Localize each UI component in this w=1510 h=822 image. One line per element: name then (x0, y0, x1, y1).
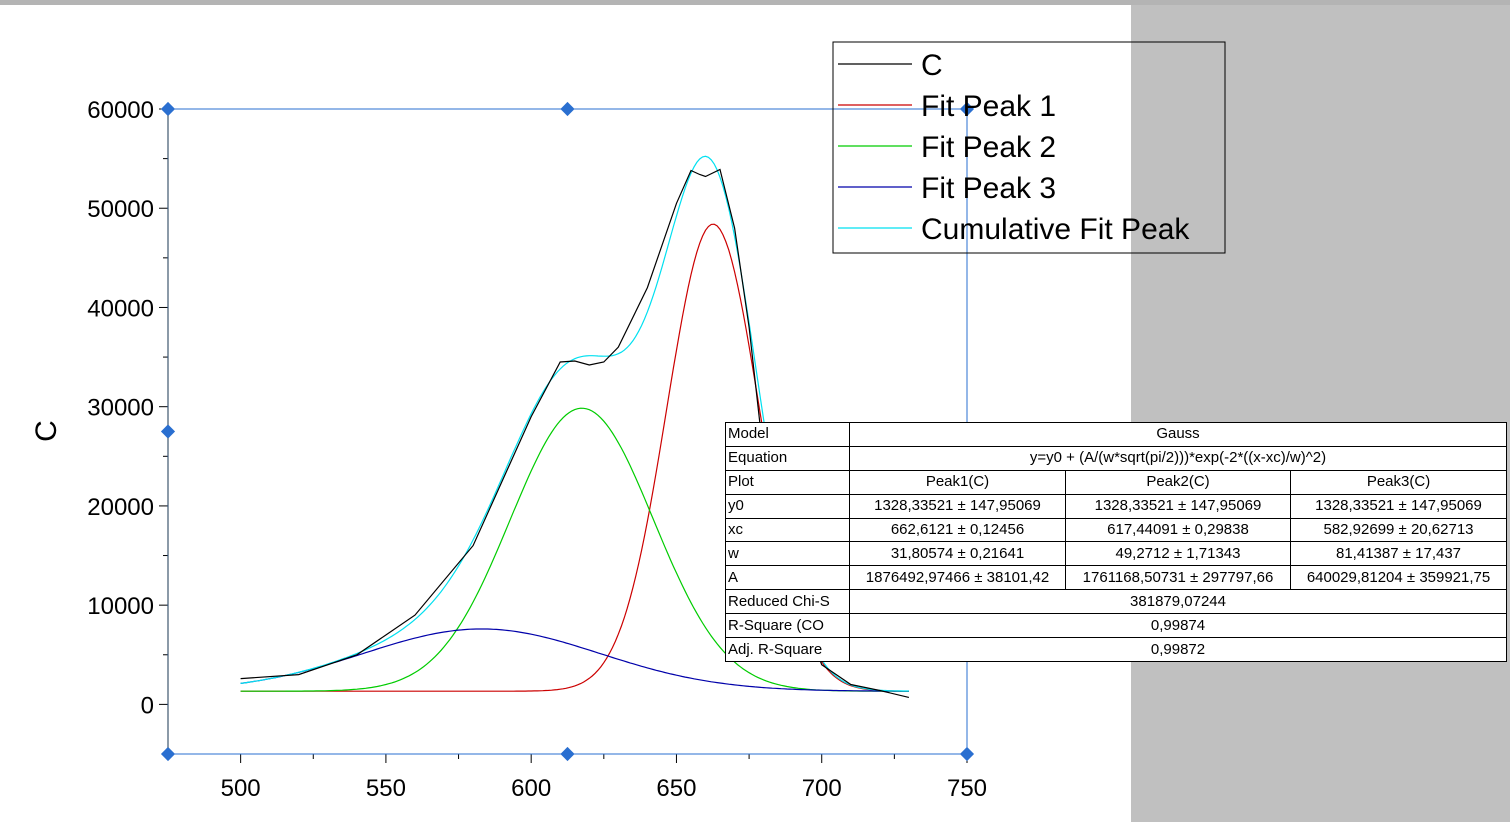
cell-value: Peak2(C) (1065, 469, 1291, 495)
table-row[interactable]: xc 662,6121 ± 0,12456 617,44091 ± 0,29838 5… (725, 517, 1508, 543)
row-label: Plot (725, 469, 850, 495)
cell-value: 1328,33521 ± 147,95069 (1065, 493, 1291, 519)
x-tick-label: 600 (511, 775, 551, 802)
resize-handle[interactable] (560, 101, 575, 117)
row-label: w (725, 541, 850, 567)
cell-value: 1328,33521 ± 147,95069 (1289, 493, 1508, 519)
cell-value: 0,99872 (848, 637, 1508, 662)
legend-label: Fit Peak 1 (921, 90, 1056, 123)
row-label: Adj. R-Square (725, 637, 850, 662)
legend-label: Fit Peak 3 (921, 172, 1056, 205)
resize-handle[interactable] (160, 746, 176, 762)
table-row[interactable]: Model Gauss (725, 422, 1508, 447)
window-top-bar (0, 0, 1510, 5)
y-axis-title: C (30, 420, 63, 442)
table-row[interactable]: A 1876492,97466 ± 38101,42 1761168,50731 ±… (725, 565, 1508, 591)
cell-value: 381879,07244 (848, 589, 1508, 615)
cell-value: 617,44091 ± 0,29838 (1065, 517, 1291, 543)
cell-value: Gauss (848, 422, 1508, 447)
table-row[interactable]: Adj. R-Square 0,99872 (725, 637, 1508, 662)
table-row[interactable]: y0 1328,33521 ± 147,95069 1328,33521 ± 147… (725, 493, 1508, 519)
resize-handle[interactable] (160, 424, 176, 439)
row-label: Reduced Chi-S (725, 589, 850, 615)
x-tick-label: 700 (802, 775, 842, 802)
row-label: Model (725, 422, 850, 447)
y-tick-label: 20000 (87, 494, 154, 521)
table-row[interactable]: R-Square (CO 0,99874 (725, 613, 1508, 639)
cell-value: 1328,33521 ± 147,95069 (849, 493, 1066, 519)
cell-value: Peak1(C) (849, 469, 1066, 495)
cell-value: 81,41387 ± 17,437 (1289, 541, 1508, 567)
gray-background-pane (1131, 5, 1510, 822)
resize-handle[interactable] (160, 101, 176, 117)
resize-handle[interactable] (959, 101, 975, 117)
y-tick-label: 10000 (87, 593, 154, 620)
fit-results-table[interactable]: Model Gauss Equation y=y0 + (A/(w*sqrt(pi/2… (725, 422, 1508, 662)
x-tick-label: 750 (947, 775, 987, 802)
x-tick-label: 650 (656, 775, 696, 802)
table-row[interactable]: Plot Peak1(C) Peak2(C) Peak3(C) (725, 469, 1508, 495)
x-tick-label: 500 (221, 775, 261, 802)
cell-value: 1876492,97466 ± 38101,42 (849, 565, 1066, 591)
y-tick-label: 40000 (87, 295, 154, 322)
legend-label: C (921, 49, 943, 82)
y-tick-label: 30000 (87, 395, 154, 422)
legend-label: Cumulative Fit Peak (921, 213, 1190, 246)
x-tick-label: 550 (366, 775, 406, 802)
cell-value: 582,92699 ± 20,62713 (1289, 517, 1508, 543)
y-tick-label: 60000 (87, 97, 154, 124)
cell-value: 1761168,50731 ± 297797,66 (1065, 565, 1291, 591)
table-row[interactable]: Reduced Chi-S 381879,07244 (725, 589, 1508, 615)
y-tick-label: 0 (141, 692, 154, 719)
row-label: A (725, 565, 850, 591)
cell-value: 662,6121 ± 0,12456 (849, 517, 1066, 543)
row-label: Equation (725, 445, 850, 471)
cell-value: 49,2712 ± 1,71343 (1065, 541, 1291, 567)
series-line-2 (240, 407, 909, 692)
resize-handle[interactable] (959, 746, 975, 762)
row-label: y0 (725, 493, 850, 519)
row-label: R-Square (CO (725, 613, 850, 639)
legend-label: Fit Peak 2 (921, 131, 1056, 164)
legend[interactable]: C Fit Peak 1 Fit Peak 2 Fit Peak 3 Cumulativ… (832, 41, 1226, 254)
cell-value: 640029,81204 ± 359921,75 (1289, 565, 1508, 591)
y-tick-label: 50000 (87, 196, 154, 223)
cell-value: 31,80574 ± 0,21641 (849, 541, 1066, 567)
cell-value: 0,99874 (848, 613, 1508, 639)
table-row[interactable]: w 31,80574 ± 0,21641 49,2712 ± 1,71343 81,4… (725, 541, 1508, 567)
resize-handle[interactable] (560, 746, 575, 762)
cell-value: Peak3(C) (1289, 469, 1508, 495)
row-label: xc (725, 517, 850, 543)
cell-value: y=y0 + (A/(w*sqrt(pi/2)))*exp(-2*((x-xc)… (848, 445, 1508, 471)
legend-box (832, 41, 1226, 254)
table-row[interactable]: Equation y=y0 + (A/(w*sqrt(pi/2)))*exp(-2… (725, 445, 1508, 471)
